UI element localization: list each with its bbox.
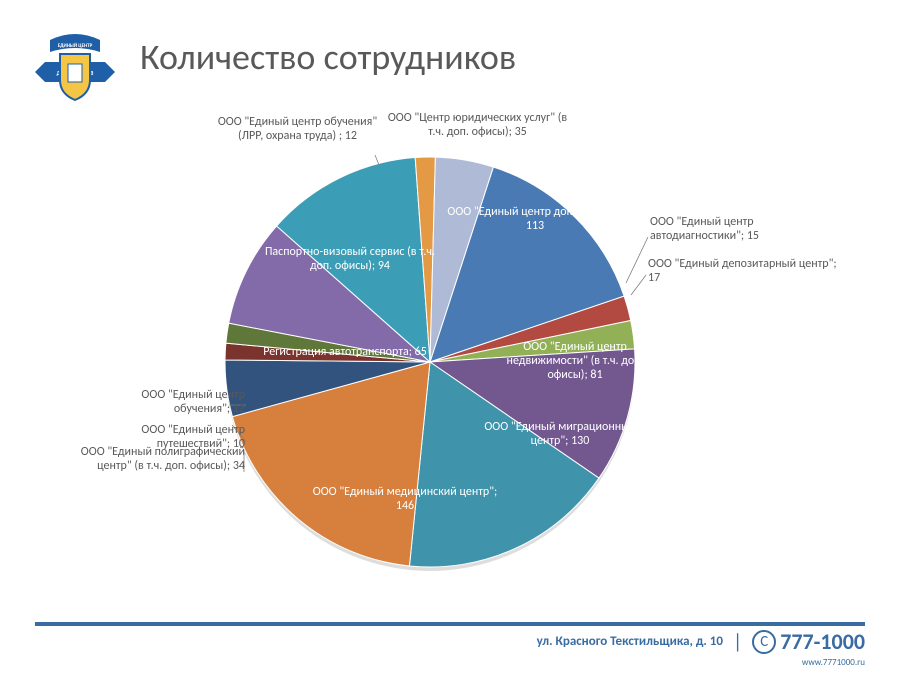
slice-label: ООО "Центр юридических услуг" (в т.ч. до… (380, 111, 575, 139)
footer-phone-number: 777-1000 (780, 628, 865, 655)
slice-label: ООО "Единый центр недвижимости" (в т.ч. … (490, 340, 660, 382)
slice-label: ООО "Единый депозитарный центр"; 17 (648, 257, 838, 285)
slice-label: Паспортно-визовый сервис (в т.ч. доп. оф… (260, 245, 440, 273)
slice-label: Регистрация автотранспорта; 65 (255, 345, 435, 359)
footer: ул. Красного Текстильщика, д. 10 | С 777… (537, 628, 865, 655)
slice-label: ООО "Единый центр путешествий"; 10 (85, 423, 245, 451)
slice-label: ООО "Единый миграционный центр"; 130 (470, 420, 650, 448)
slice-label: ООО "Единый центр документов"; 113 (445, 205, 625, 233)
phone-icon: С (752, 630, 776, 654)
svg-text:ЕДИНЫЙ ЦЕНТР: ЕДИНЫЙ ЦЕНТР (58, 41, 93, 49)
slice-label: ООО "Единый центр автодиагностики"; 15 (650, 215, 820, 243)
slice-label: ООО "Единый центр обучения"; 12 (85, 388, 245, 416)
footer-url: www.7771000.ru (802, 657, 865, 668)
logo: ЕДИНЫЙ ЦЕНТРДОКУМЕНТОВ (30, 32, 120, 102)
slice-label: ООО "Единый медицинский центр"; 146 (305, 485, 505, 513)
slice-label: ООО "Единый центр обучения" (ЛРР, охрана… (215, 115, 380, 143)
footer-address: ул. Красного Текстильщика, д. 10 (537, 634, 723, 649)
employees-pie-chart: ООО "Единый центр документов"; 113 ООО "Е… (0, 105, 900, 585)
page-title: Количество сотрудников (140, 35, 516, 79)
footer-phone: С 777-1000 (752, 628, 865, 655)
footer-divider (35, 622, 865, 626)
footer-separator: | (733, 630, 742, 654)
